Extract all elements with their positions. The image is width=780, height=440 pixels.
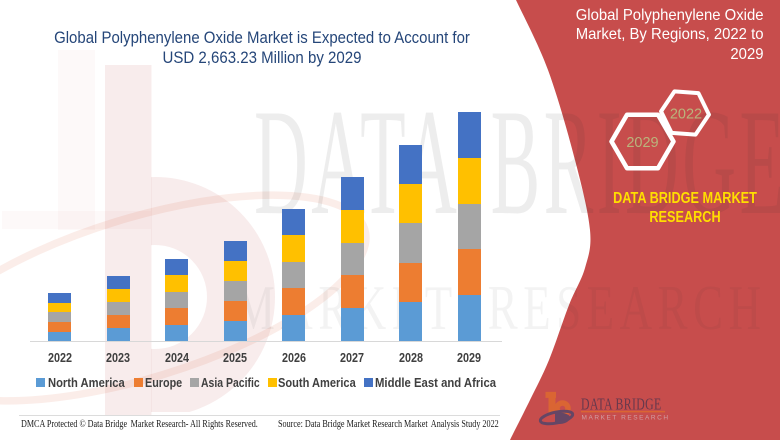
svg-text:MARKET RESEARCH: MARKET RESEARCH [582,414,670,421]
svg-text:2029: 2029 [626,135,658,151]
svg-text:DATA BRIDGE: DATA BRIDGE [581,396,662,415]
svg-text:2022: 2022 [670,107,702,123]
